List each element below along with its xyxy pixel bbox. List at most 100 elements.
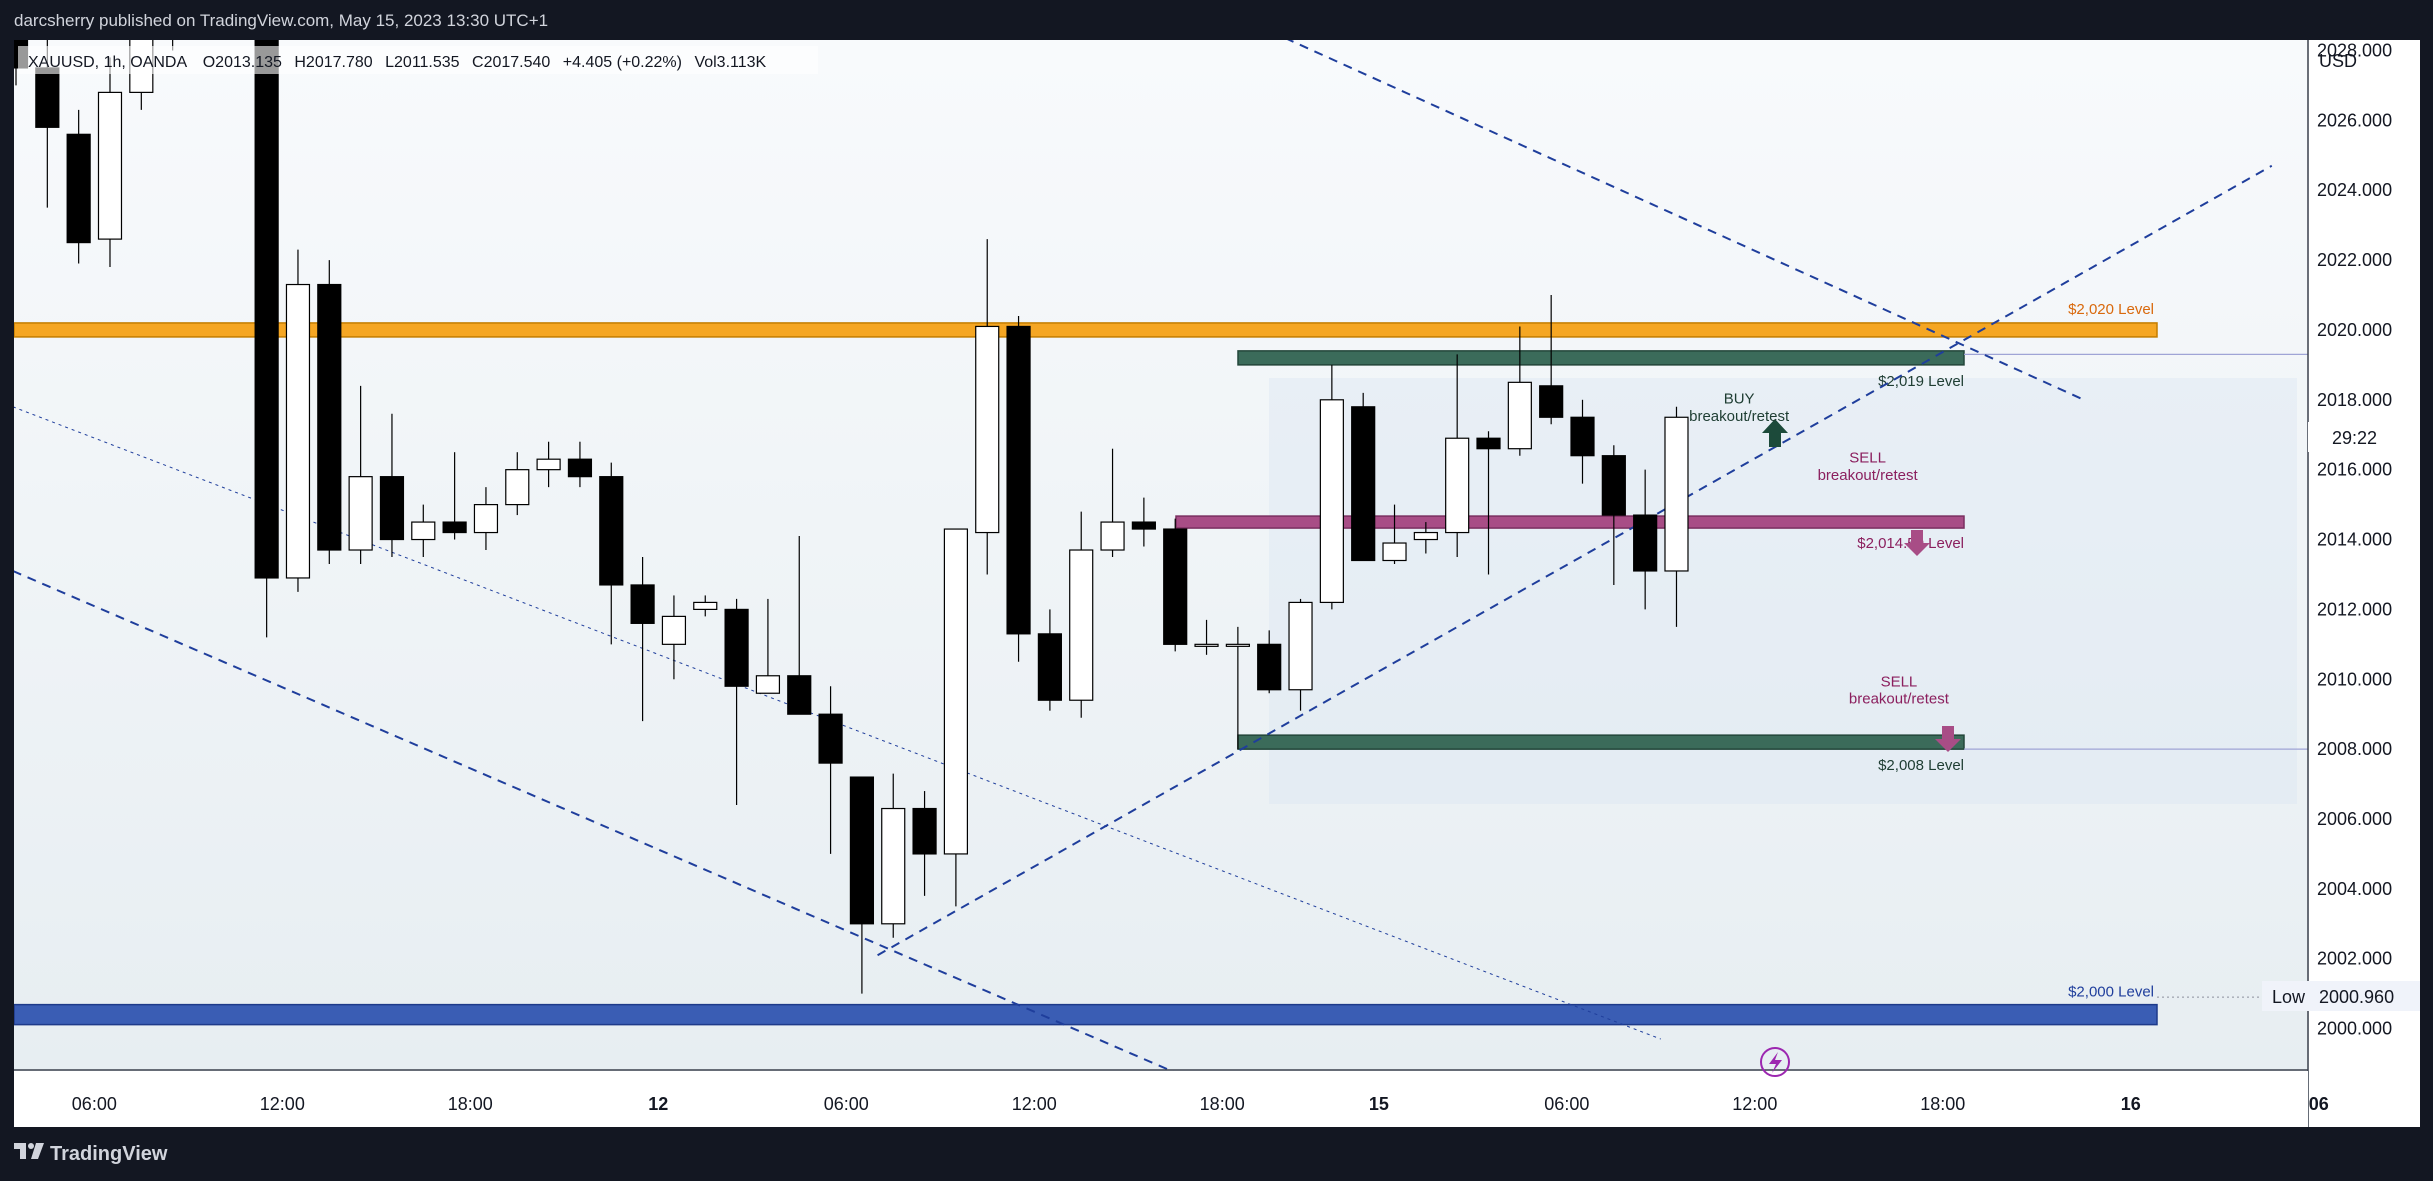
footer-brand: TradingView (50, 1143, 168, 1165)
candle-body (755, 675, 781, 694)
low-value: L2011.535 (385, 54, 460, 71)
candle (97, 57, 123, 268)
candle (1131, 497, 1156, 547)
countdown-text: 29:22 (2332, 428, 2377, 448)
candle-body (818, 713, 843, 764)
publisher-bar: darcsherry published on TradingView.com,… (0, 0, 2433, 40)
price-tick-label: 2000.000 (2317, 1019, 2392, 1039)
candle (1633, 469, 1658, 610)
time-tick-label: 12 (648, 1094, 668, 1114)
volume-value: Vol3.113K (694, 54, 766, 71)
candle (348, 385, 373, 564)
footer (0, 1127, 2433, 1181)
tradingview-logo-icon (14, 1143, 44, 1159)
candle-body (567, 458, 593, 478)
price-tick-label: 2016.000 (2317, 460, 2392, 480)
candle-body (1131, 521, 1156, 530)
candle (724, 598, 749, 806)
trend-line (12, 570, 1317, 1135)
candle (1319, 364, 1344, 610)
price-tick-label: 2018.000 (2317, 390, 2392, 410)
candle-body (1194, 643, 1219, 647)
time-tick-label: 18:00 (1920, 1094, 1965, 1114)
candle-body (505, 469, 530, 506)
time-tick-label: 06:00 (1544, 1094, 1589, 1114)
time-tick-label: 12:00 (260, 1094, 305, 1114)
candle-body (1006, 325, 1031, 635)
price-tick-label: 2024.000 (2317, 180, 2392, 200)
time-tick-label: 18:00 (448, 1094, 493, 1114)
annotation-text: BUY (1724, 390, 1755, 407)
annotation-text: breakout/retest (1849, 691, 1950, 708)
time-tick-label: 18:00 (1200, 1094, 1245, 1114)
candle (630, 557, 655, 722)
candle-body (1445, 437, 1470, 534)
ohlc-legend: XAUUSD, 1h, OANDA O2013.135 H2017.780 L2… (28, 54, 767, 71)
candle-body (411, 521, 436, 541)
candle-body (254, 0, 279, 579)
candle-body (1601, 455, 1626, 516)
candle (1664, 406, 1689, 627)
candle-body (661, 615, 687, 645)
level-label: $2,020 Level (2068, 301, 2154, 318)
candle (505, 452, 530, 516)
buy-arrow-icon (1762, 419, 1788, 447)
open-value: O2013.135 (203, 54, 282, 71)
candle (1163, 518, 1188, 652)
candle (755, 598, 781, 694)
candle (317, 260, 342, 564)
annotation-text: breakout/retest (1818, 467, 1919, 484)
sell-arrow-icon (1904, 530, 1930, 556)
candle-body (1570, 416, 1595, 457)
candle (693, 595, 718, 617)
candle-body (1257, 643, 1282, 691)
candle (567, 441, 593, 488)
candle-body (1382, 542, 1407, 562)
candle (787, 536, 812, 715)
candle-body (1476, 437, 1501, 450)
time-tick-label: 06:00 (824, 1094, 869, 1114)
candle-body (473, 504, 499, 534)
price-tick-label: 2026.000 (2317, 110, 2392, 130)
candle-body (379, 476, 405, 541)
level-label: $2,019 Level (1878, 373, 1964, 390)
price-tick-label: 2010.000 (2317, 669, 2392, 689)
candle-body (317, 283, 342, 551)
candle (1225, 626, 1250, 750)
lightning-icon[interactable] (1760, 1047, 1790, 1077)
candle (1476, 431, 1501, 575)
candle-body (943, 528, 969, 855)
candle-body (599, 476, 624, 586)
candle (254, 0, 279, 638)
candle (1288, 598, 1313, 711)
candlestick-chart[interactable]: $2,020 Level$2,019 Level$2,014.50 Level$… (3, 0, 2420, 1135)
candle (975, 239, 1000, 575)
time-tick-label: 06 (2309, 1094, 2329, 1114)
candle (1194, 619, 1219, 655)
candle (1100, 448, 1125, 557)
chart-area[interactable]: $2,020 Level $2,019 Level $2,014.50 Level $… (3, 0, 2420, 1135)
currency-label: USD (2319, 51, 2357, 71)
price-axis[interactable] (2309, 40, 2420, 1127)
candle-body (66, 133, 91, 244)
candle (1382, 504, 1407, 564)
candle-body (1507, 381, 1532, 450)
legend-backdrop (18, 46, 818, 74)
price-tick-label: 2022.000 (2317, 250, 2392, 270)
candle-body (536, 458, 561, 471)
candle (881, 773, 906, 938)
candle-body (1664, 416, 1689, 572)
candle (1006, 315, 1031, 662)
time-axis[interactable] (14, 1071, 2308, 1127)
candle (912, 791, 937, 896)
candle (1351, 392, 1376, 562)
candle (1069, 511, 1094, 718)
candle-body (912, 807, 937, 855)
level-label: $2,000 Level (2068, 984, 2154, 1001)
candle-body (348, 476, 373, 551)
candle-body (693, 601, 718, 610)
low-tag (2262, 981, 2420, 1011)
candle (849, 776, 875, 994)
candle-body (35, 67, 60, 128)
candle-body (1413, 531, 1438, 541)
